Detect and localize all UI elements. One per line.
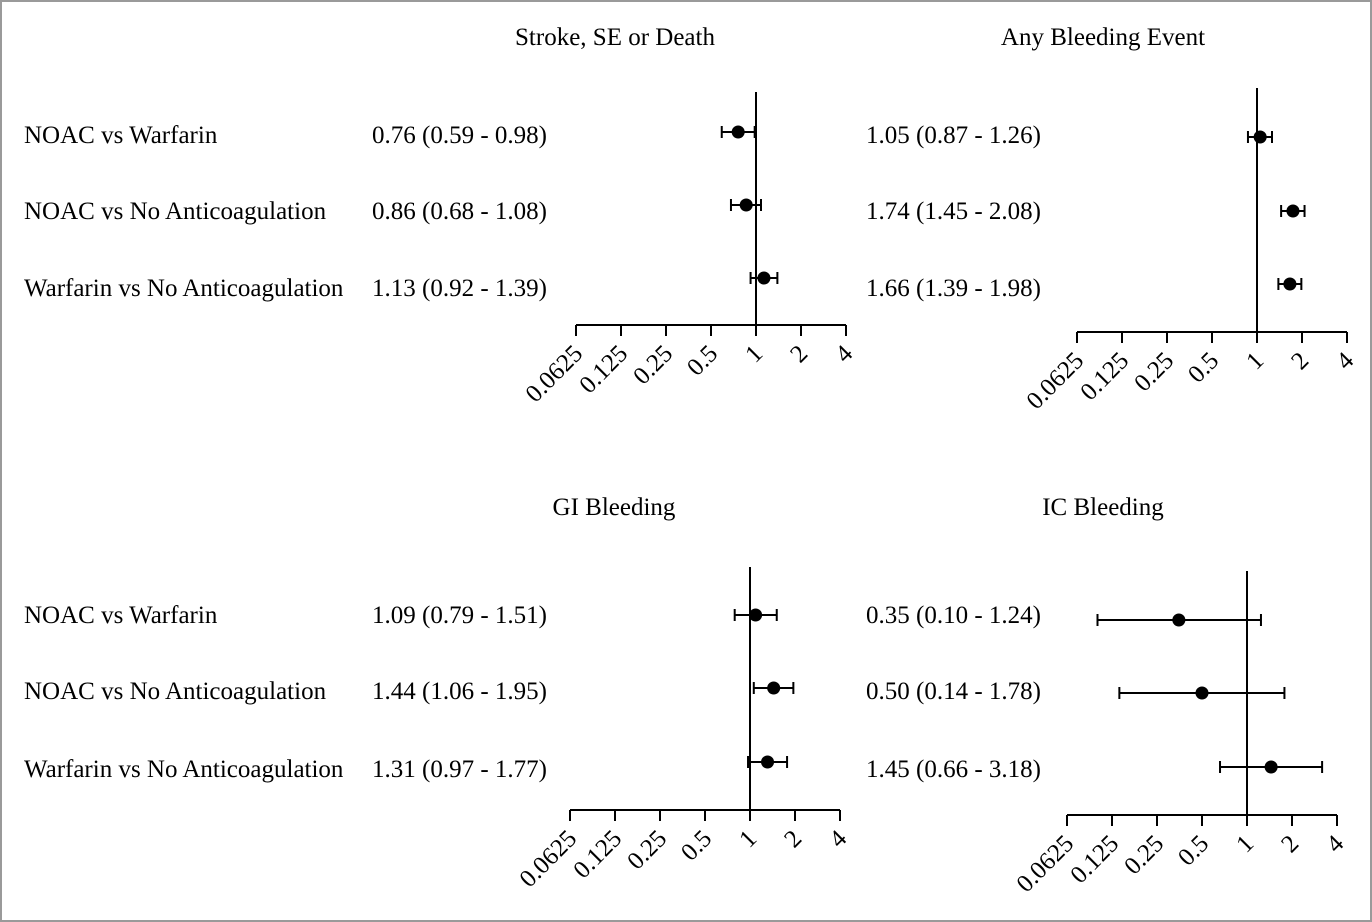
x-tick-label: 4 <box>1331 347 1359 375</box>
panel-title: IC Bleeding <box>1042 494 1164 521</box>
hazard-ratio-text: 1.45 (0.66 - 3.18) <box>866 756 1041 783</box>
point-estimate <box>731 125 745 139</box>
hazard-ratio-text: 1.09 (0.79 - 1.51) <box>372 602 547 629</box>
x-tick-label: 2 <box>1286 347 1314 375</box>
x-tick-label: 0.0625 <box>1012 830 1080 898</box>
x-tick-label: 2 <box>779 825 807 853</box>
point-estimate <box>1283 277 1297 291</box>
x-tick-label: 0.0625 <box>521 340 589 408</box>
x-tick-label: 0.125 <box>574 340 633 399</box>
x-tick-label: 0.125 <box>1075 347 1134 406</box>
hazard-ratio-text: 1.44 (1.06 - 1.95) <box>372 678 547 705</box>
point-estimate <box>1286 204 1300 218</box>
point-estimate <box>1172 613 1186 627</box>
point-estimate <box>761 755 775 769</box>
point-estimate <box>739 198 753 212</box>
hazard-ratio-text: 1.05 (0.87 - 1.26) <box>866 122 1041 149</box>
x-tick-label: 0.25 <box>1129 347 1179 397</box>
panel-title: Any Bleeding Event <box>1001 24 1205 51</box>
x-tick-label: 2 <box>785 340 813 368</box>
point-estimate <box>767 681 781 695</box>
hazard-ratio-text: 0.76 (0.59 - 0.98) <box>372 122 547 149</box>
point-estimate <box>749 608 763 622</box>
hazard-ratio-text: 0.86 (0.68 - 1.08) <box>372 198 547 225</box>
x-tick-label: 2 <box>1276 830 1304 858</box>
hazard-ratio-text: 1.66 (1.39 - 1.98) <box>866 275 1041 302</box>
point-estimate <box>1253 130 1267 144</box>
comparison-label: NOAC vs Warfarin <box>24 602 218 629</box>
comparison-label: NOAC vs Warfarin <box>24 122 218 149</box>
x-tick-label: 0.125 <box>568 825 627 884</box>
comparison-label: NOAC vs No Anticoagulation <box>24 678 327 705</box>
hazard-ratio-text: 1.13 (0.92 - 1.39) <box>372 275 547 302</box>
x-tick-label: 0.5 <box>676 825 717 866</box>
comparison-label: Warfarin vs No Anticoagulation <box>24 275 344 302</box>
hazard-ratio-text: 0.35 (0.10 - 1.24) <box>866 602 1041 629</box>
x-tick-label: 0.0625 <box>1022 347 1090 415</box>
x-tick-label: 0.5 <box>1173 830 1214 871</box>
hazard-ratio-text: 1.31 (0.97 - 1.77) <box>372 756 547 783</box>
x-tick-label: 0.125 <box>1065 830 1124 889</box>
x-tick-label: 1 <box>1241 347 1269 375</box>
x-tick-label: 1 <box>734 825 762 853</box>
panel-title: GI Bleeding <box>553 494 676 521</box>
x-tick-label: 0.25 <box>1119 830 1169 880</box>
x-tick-label: 4 <box>830 340 858 368</box>
comparison-label: Warfarin vs No Anticoagulation <box>24 756 344 783</box>
x-tick-label: 0.0625 <box>515 825 583 893</box>
hazard-ratio-text: 1.74 (1.45 - 2.08) <box>866 198 1041 225</box>
point-estimate <box>1264 760 1278 774</box>
point-estimate <box>1195 686 1209 700</box>
hazard-ratio-text: 0.50 (0.14 - 1.78) <box>866 678 1041 705</box>
x-tick-label: 4 <box>824 825 852 853</box>
x-tick-label: 0.25 <box>628 340 678 390</box>
panel-title: Stroke, SE or Death <box>515 24 715 51</box>
comparison-label: NOAC vs No Anticoagulation <box>24 198 327 225</box>
x-tick-label: 4 <box>1321 830 1349 858</box>
x-tick-label: 0.5 <box>682 340 723 381</box>
x-tick-label: 0.25 <box>622 825 672 875</box>
x-tick-label: 0.5 <box>1183 347 1224 388</box>
point-estimate <box>757 271 771 285</box>
x-tick-label: 1 <box>1231 830 1259 858</box>
x-tick-label: 1 <box>740 340 768 368</box>
